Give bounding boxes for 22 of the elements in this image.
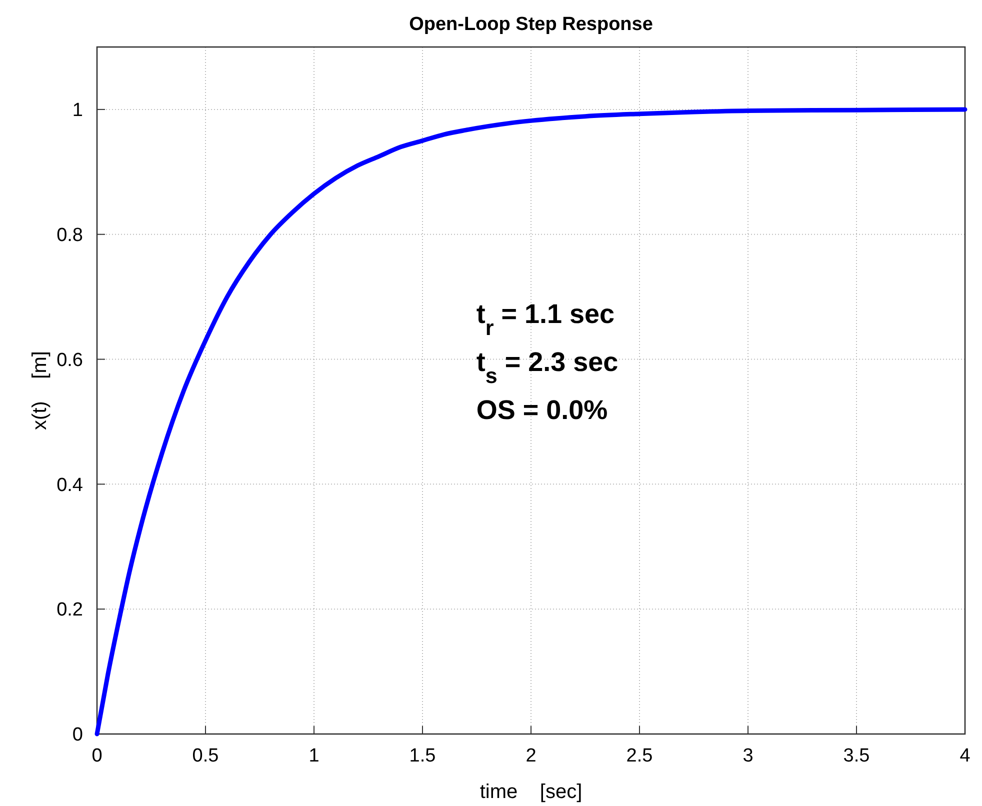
annotation: t$_{r}$ = 1.1 sec bbox=[476, 299, 615, 340]
annotation: t$_{s}$ = 2.3 sec bbox=[476, 347, 618, 388]
chart-title: Open-Loop Step Response bbox=[409, 14, 653, 35]
y-tick-label: 0.8 bbox=[56, 225, 83, 246]
x-tick-label: 4 bbox=[960, 745, 971, 766]
x-tick-label: 2 bbox=[526, 745, 536, 766]
y-tick-label: 0.4 bbox=[56, 474, 84, 496]
y-tick-label: 0.2 bbox=[56, 600, 83, 621]
x-tick-label: 1.5 bbox=[409, 745, 436, 766]
x-tick-label: 0.5 bbox=[192, 745, 219, 766]
y-tick-label: 0.6 bbox=[56, 350, 83, 371]
x-tick-label: 3.5 bbox=[843, 745, 870, 766]
annotation: OS = 0.0% bbox=[476, 395, 608, 425]
x-axis-title: time [sec] bbox=[480, 781, 582, 803]
x-tick-label: 1 bbox=[308, 745, 320, 766]
x-tick-label: 3 bbox=[742, 745, 754, 766]
y-axis-title: x(t) [m] bbox=[29, 351, 51, 430]
x-tick-label: 0 bbox=[92, 745, 102, 766]
line-series bbox=[94, 107, 968, 736]
y-tick-label: 0 bbox=[72, 724, 83, 746]
y-tick-label: 1 bbox=[72, 100, 83, 122]
x-tick-label: 2.5 bbox=[626, 745, 653, 766]
